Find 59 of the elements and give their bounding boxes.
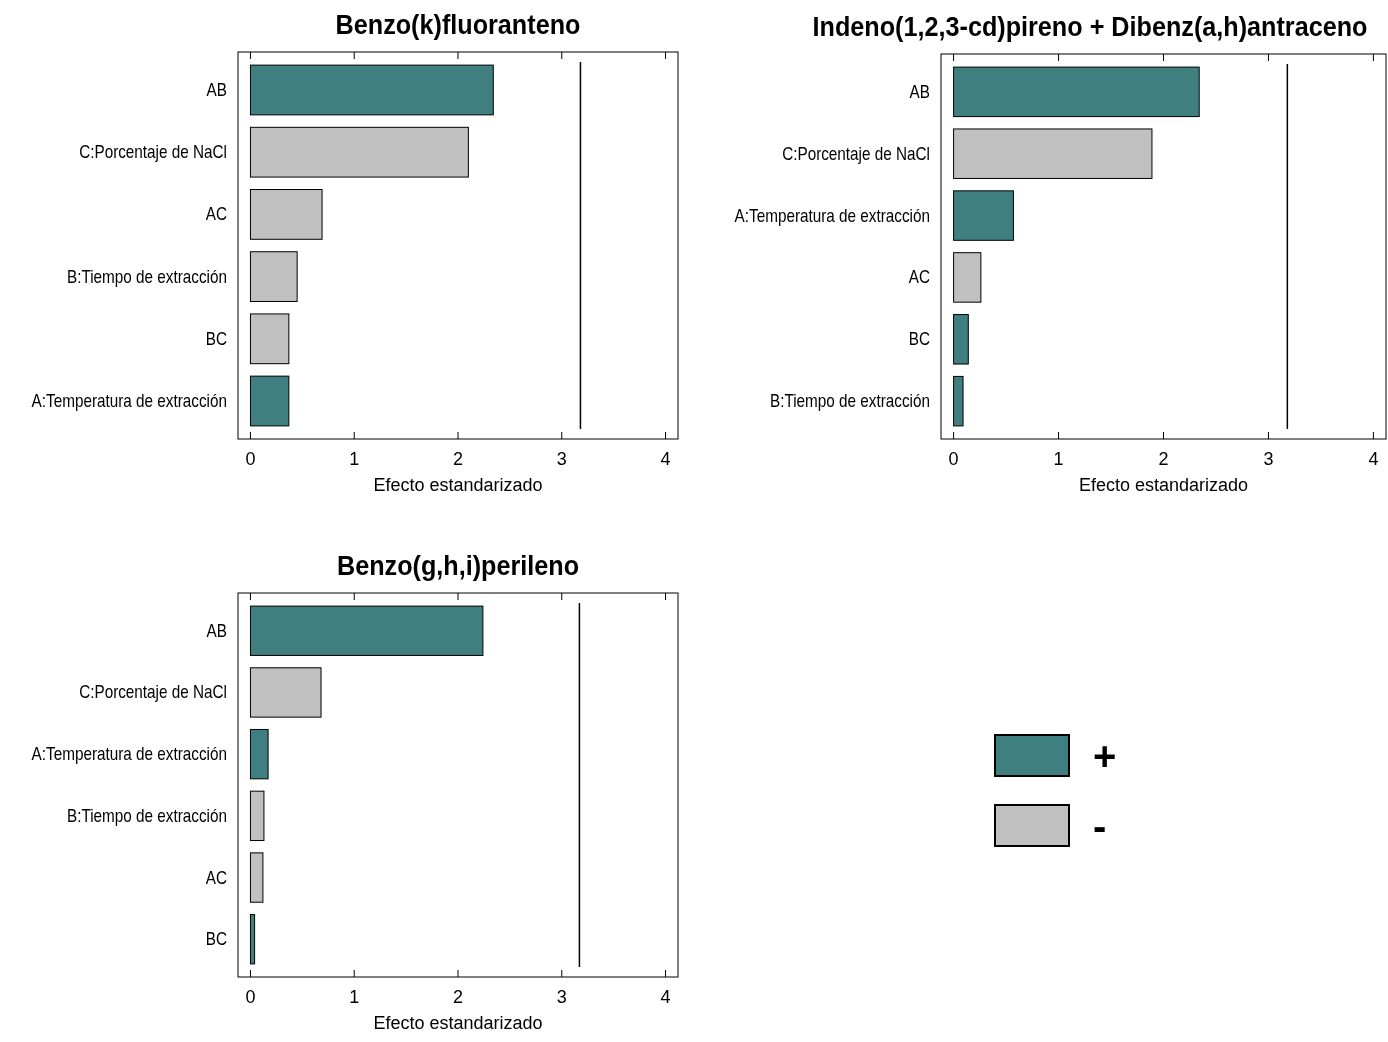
bar: [249, 126, 469, 178]
bar: [249, 313, 290, 365]
x-tick-label: 2: [452, 987, 464, 1007]
bar: [953, 128, 1153, 179]
bar: [249, 189, 323, 240]
bar: [249, 64, 494, 116]
x-tick-label: 3: [1263, 449, 1274, 469]
x-axis-title: Efecto estandarizado: [1078, 475, 1249, 495]
x-tick-label: 2: [452, 449, 464, 469]
bar: [953, 252, 982, 303]
y-tick-label: AB: [206, 620, 227, 642]
y-tick-label: BC: [908, 329, 930, 350]
bar: [249, 790, 265, 842]
y-tick-label: B:Tiempo de extracción: [67, 805, 227, 827]
x-tick-label: 0: [948, 449, 959, 469]
y-tick-label: A:Temperatura de extracción: [31, 390, 227, 412]
chart-title: Benzo(g,h,i)perileno: [336, 549, 580, 582]
y-tick-label: C:Porcentaje de NaCl: [782, 143, 930, 165]
y-tick-label: A:Temperatura de extracción: [734, 205, 930, 226]
y-tick-label: AC: [205, 204, 227, 225]
y-tick-label: C:Porcentaje de NaCl: [79, 682, 227, 703]
bar: [249, 375, 290, 427]
bar: [953, 190, 1014, 241]
y-tick-label: B:Tiempo de extracción: [67, 266, 227, 287]
bar: [249, 852, 264, 903]
x-tick-label: 1: [349, 987, 360, 1007]
x-tick-label: 3: [556, 987, 567, 1007]
y-tick-label: BC: [205, 328, 227, 350]
bar: [953, 314, 969, 365]
bar: [953, 66, 1200, 118]
x-tick-label: 0: [245, 449, 256, 469]
y-tick-label: AB: [206, 79, 227, 101]
bar: [249, 667, 322, 718]
legend-label: -: [1093, 804, 1107, 848]
y-tick-label: AC: [205, 867, 227, 888]
legend-label: +: [1093, 734, 1117, 778]
y-tick-label: C:Porcentaje de NaCl: [79, 142, 227, 163]
bar: [249, 914, 256, 965]
y-tick-label: A:Temperatura de extracción: [31, 743, 227, 765]
x-tick-label: 2: [1158, 449, 1169, 469]
bar: [249, 605, 484, 656]
x-tick-label: 4: [1368, 449, 1379, 469]
y-tick-label: AB: [909, 81, 930, 103]
x-tick-label: 4: [660, 987, 671, 1007]
x-axis-title: Efecto estandarizado: [373, 1013, 543, 1033]
x-tick-label: 4: [660, 449, 671, 469]
x-tick-label: 1: [349, 449, 360, 469]
bar: [249, 251, 298, 302]
chart-title: Indeno(1,2,3-cd)pireno + Dibenz(a,h)antraceno: [812, 10, 1368, 43]
x-tick-label: 1: [1053, 449, 1064, 469]
chart-title: Benzo(k)fluoranteno: [335, 8, 581, 41]
x-axis-title: Efecto estandarizado: [373, 475, 543, 495]
y-tick-label: AC: [908, 267, 930, 288]
bar: [953, 375, 964, 427]
bar: [249, 728, 269, 780]
x-tick-label: 3: [556, 449, 567, 469]
x-tick-label: 0: [245, 987, 256, 1007]
y-tick-label: BC: [205, 929, 227, 950]
y-tick-label: B:Tiempo de extracción: [770, 391, 930, 412]
